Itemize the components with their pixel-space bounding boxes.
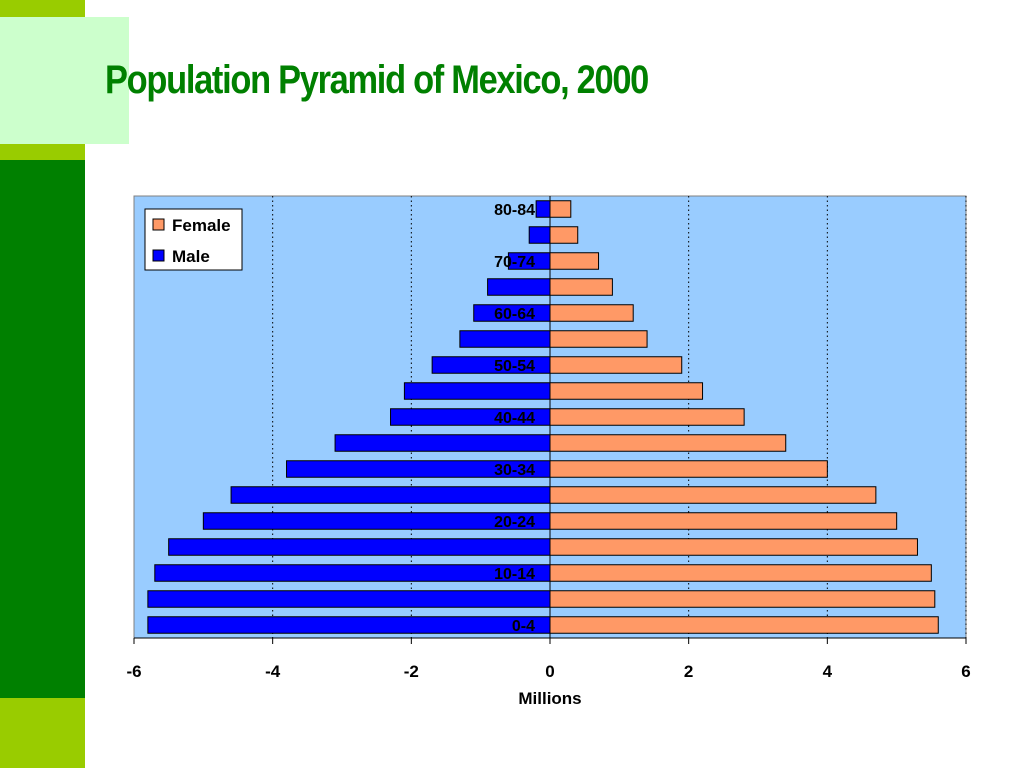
- bar-female: [549, 408, 745, 426]
- bar-female: [549, 512, 898, 530]
- bar-female: [549, 278, 613, 296]
- x-axis-label: Millions: [518, 689, 581, 708]
- bar-female: [549, 330, 648, 348]
- bar-female: [549, 460, 828, 478]
- bar-male: [459, 330, 551, 348]
- bar-male: [528, 226, 551, 244]
- legend-label-female: Female: [172, 216, 231, 235]
- bar-male: [487, 278, 551, 296]
- x-tick-label: 4: [823, 662, 833, 681]
- bar-male: [403, 382, 551, 400]
- bar-female: [549, 200, 572, 218]
- category-label: 80-84: [494, 202, 535, 219]
- legend-swatch-female: [152, 218, 165, 231]
- bar-male: [147, 590, 551, 608]
- sidebar-lime-bottom: [0, 698, 85, 768]
- accent-square: [0, 17, 129, 144]
- x-tick-label: -4: [265, 662, 281, 681]
- x-tick-label: -2: [404, 662, 419, 681]
- bar-female: [549, 226, 579, 244]
- bar-female: [549, 252, 600, 270]
- sidebar-green: [0, 160, 85, 698]
- bar-female: [549, 538, 918, 556]
- bar-female: [549, 564, 932, 582]
- bar-male: [168, 538, 551, 556]
- category-label: 30-34: [494, 462, 535, 479]
- category-label: 40-44: [494, 410, 535, 427]
- bar-male: [154, 564, 551, 582]
- category-label: 60-64: [494, 306, 535, 323]
- bar-male: [334, 434, 551, 452]
- bar-female: [549, 486, 877, 504]
- bar-female: [549, 304, 634, 322]
- bar-male: [230, 486, 551, 504]
- x-tick-label: 2: [684, 662, 693, 681]
- page-title: Population Pyramid of Mexico, 2000: [105, 58, 649, 102]
- legend-swatch-male: [152, 249, 165, 262]
- category-label: 70-74: [494, 254, 535, 271]
- category-label: 0-4: [512, 618, 535, 635]
- bar-female: [549, 356, 683, 374]
- bar-male: [535, 200, 551, 218]
- x-tick-label: 6: [961, 662, 970, 681]
- bar-male: [147, 616, 551, 634]
- legend-label-male: Male: [172, 247, 210, 266]
- bar-female: [549, 382, 704, 400]
- x-tick-label: -6: [126, 662, 141, 681]
- bar-female: [549, 434, 787, 452]
- x-tick-label: 0: [545, 662, 554, 681]
- bar-female: [549, 616, 939, 634]
- category-label: 50-54: [494, 358, 535, 375]
- category-label: 10-14: [494, 566, 535, 583]
- bar-female: [549, 590, 936, 608]
- category-label: 20-24: [494, 514, 535, 531]
